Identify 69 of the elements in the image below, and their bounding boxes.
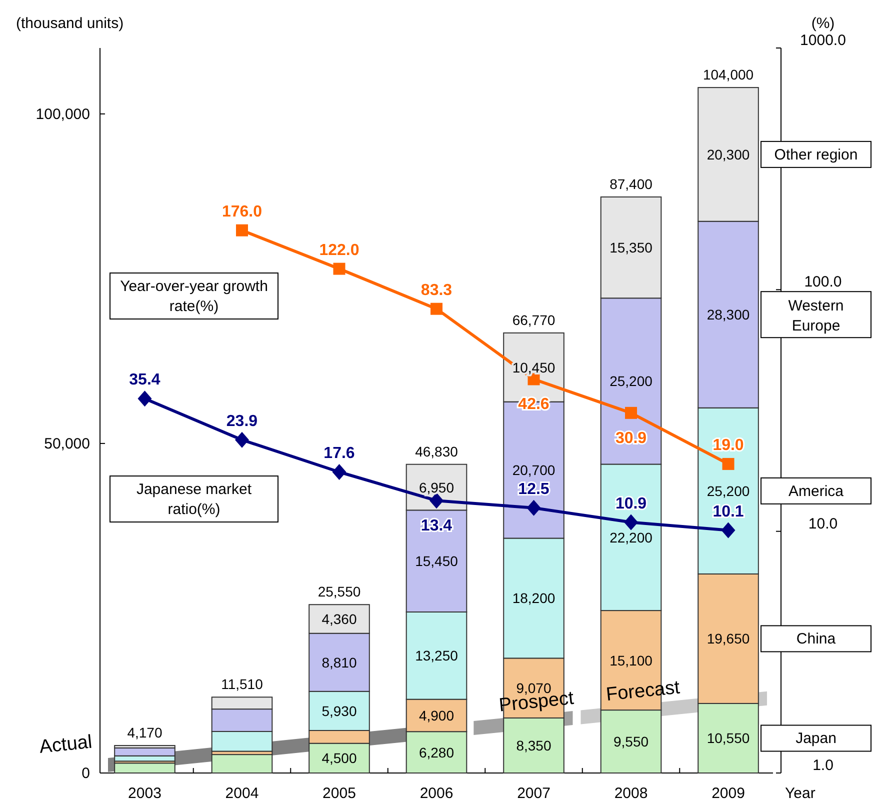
data-label: 15,350 — [610, 240, 653, 256]
data-label: 12.5 — [518, 480, 550, 498]
data-label: 5,930 — [322, 702, 357, 719]
data-label: 28,300 — [706, 306, 750, 323]
total-label: 4,170 — [127, 724, 162, 741]
x-tick-label: 2006 — [420, 785, 454, 802]
data-label: 9,550 — [613, 734, 649, 750]
y2-tick-label: 100.0 — [804, 274, 842, 291]
text: Japanese market ratio(%) — [136, 481, 252, 518]
data-label: 22,200 — [610, 529, 653, 546]
data-label: 10.9 — [615, 495, 647, 512]
data-label: 8,350 — [516, 737, 552, 754]
data-label: 15,450 — [415, 553, 458, 570]
data-label: 13.4 — [420, 518, 452, 535]
total-label: 46,830 — [415, 443, 458, 460]
y2-tick-label: 1.0 — [812, 757, 834, 774]
data-label: 30.9 — [615, 430, 647, 447]
text: China — [796, 630, 836, 648]
data-label: 10,550 — [706, 730, 750, 746]
data-label: 17.6 — [324, 445, 355, 462]
data-label: 122.0 — [319, 242, 360, 259]
data-label: 13,250 — [415, 648, 458, 664]
bar — [211, 754, 273, 774]
data-label: 19,650 — [706, 630, 750, 647]
total-label: 66,770 — [512, 312, 556, 328]
series-label: Western Europe — [788, 298, 844, 335]
x-tick-label: 2003 — [128, 785, 162, 802]
total-label: 87,400 — [610, 176, 653, 192]
annotation: Forecast — [605, 677, 682, 706]
x-axis-title: Year — [785, 785, 816, 802]
y-tick-label: 100,000 — [36, 106, 90, 123]
y2-axis-title: (%) — [811, 15, 835, 32]
data-label: 6,280 — [418, 744, 454, 760]
x-tick-label: 2004 — [225, 785, 259, 802]
data-label: 25,200 — [610, 373, 653, 390]
data-label: 4,360 — [322, 610, 357, 627]
data-label: 176.0 — [222, 203, 262, 220]
series-label: Other region — [774, 146, 858, 164]
x-tick-label: 2009 — [712, 785, 745, 802]
total-label: 11,510 — [221, 676, 264, 692]
data-label: 15,100 — [610, 652, 653, 668]
y2-tick-label: 1000.0 — [800, 32, 846, 49]
data-label: 4,900 — [418, 707, 454, 724]
total-label: 104,000 — [702, 66, 754, 83]
data-label: 25,200 — [706, 482, 750, 499]
y-tick-label: 0 — [82, 765, 90, 782]
text: Japan — [796, 730, 836, 748]
y2-tick-label: 10.0 — [808, 515, 838, 532]
x-tick-label: 2008 — [614, 785, 648, 802]
data-label: 8,810 — [322, 654, 357, 670]
bar — [114, 762, 176, 774]
text: America — [788, 482, 844, 500]
total-label: 25,550 — [318, 584, 361, 600]
data-label: 20,700 — [512, 462, 556, 478]
data-label: 83.3 — [420, 282, 452, 299]
text: Year-over-year growth rate(%) — [120, 278, 268, 315]
data-label: 6,950 — [418, 479, 454, 496]
data-label: 10.1 — [712, 503, 744, 520]
data-label: 23.9 — [226, 412, 258, 430]
data-label: 19.0 — [712, 436, 744, 454]
y-tick-label: 50,000 — [44, 435, 90, 452]
data-label: 35.4 — [129, 372, 160, 389]
data-label: 4,500 — [322, 750, 357, 766]
y-axis-title: (thousand units) — [16, 15, 124, 32]
data-label: 18,200 — [512, 590, 556, 606]
x-tick-label: 2007 — [517, 785, 550, 802]
x-tick-label: 2005 — [322, 785, 356, 802]
text: Actual — [38, 732, 94, 758]
data-label: 20,300 — [706, 146, 750, 162]
